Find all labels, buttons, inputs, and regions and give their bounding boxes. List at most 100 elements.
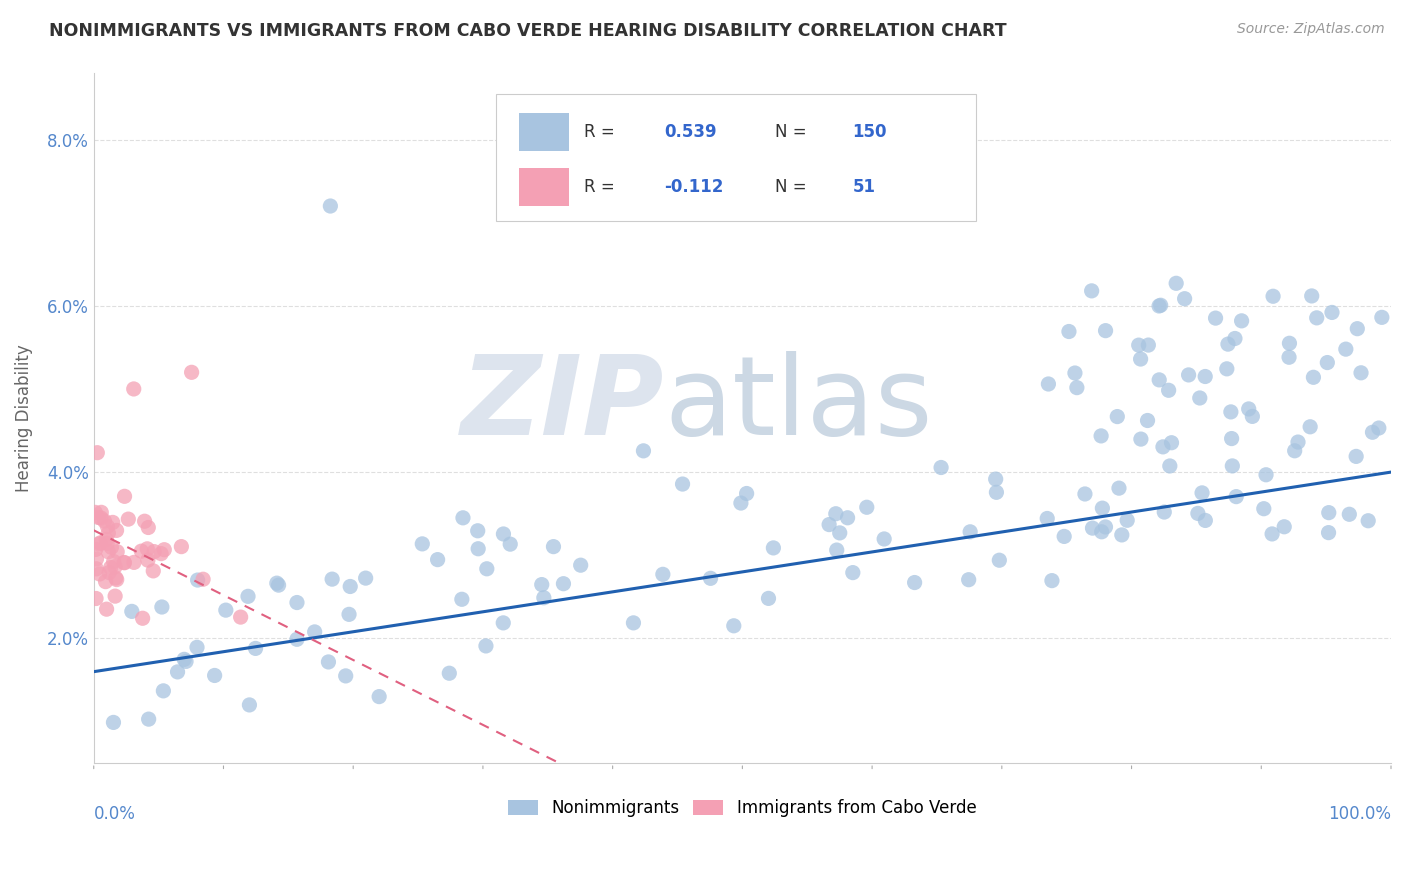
Point — [131, 611, 153, 625]
Point — [411, 537, 433, 551]
Point — [84, 542, 107, 557]
Point — [90, 511, 112, 525]
Point — [533, 591, 555, 605]
Point — [84, 591, 107, 606]
Point — [530, 577, 553, 591]
Point — [1053, 529, 1076, 543]
Point — [337, 607, 360, 622]
Point — [104, 559, 127, 574]
Point — [1286, 435, 1309, 450]
Point — [1107, 409, 1129, 424]
Point — [97, 545, 120, 559]
Point — [1153, 505, 1175, 519]
Text: N =: N = — [775, 122, 807, 141]
Text: 100.0%: 100.0% — [1329, 805, 1391, 822]
Point — [134, 514, 156, 528]
Point — [1306, 310, 1329, 325]
Point — [1038, 376, 1060, 391]
Point — [170, 540, 193, 554]
Point — [451, 511, 474, 525]
Text: -0.112: -0.112 — [665, 178, 724, 196]
Point — [1094, 324, 1116, 338]
Point — [86, 446, 108, 460]
Point — [105, 545, 128, 559]
Point — [1194, 513, 1216, 527]
Point — [142, 564, 165, 578]
Text: ZIP: ZIP — [461, 351, 665, 458]
Point — [1346, 321, 1368, 335]
Point — [1129, 351, 1152, 366]
Point — [97, 526, 120, 541]
Point — [173, 652, 195, 666]
Point — [492, 527, 515, 541]
Point — [368, 690, 391, 704]
Point — [1159, 458, 1181, 473]
Point — [492, 615, 515, 630]
Point — [762, 541, 785, 555]
Point — [84, 505, 107, 519]
Point — [671, 477, 693, 491]
Point — [1152, 440, 1174, 454]
Point — [1254, 467, 1277, 482]
Point — [103, 555, 125, 569]
Point — [1136, 413, 1159, 427]
Point — [1216, 361, 1239, 376]
Point — [117, 512, 139, 526]
Point — [1334, 342, 1357, 356]
Point — [187, 573, 209, 587]
Point — [1216, 337, 1239, 351]
Point — [1219, 405, 1241, 419]
Point — [1147, 299, 1170, 313]
Point — [623, 615, 645, 630]
Point — [122, 555, 145, 569]
Point — [105, 573, 128, 587]
Point — [1137, 338, 1160, 352]
Point — [1194, 369, 1216, 384]
Point — [319, 199, 342, 213]
Point — [89, 536, 111, 550]
Point — [986, 485, 1008, 500]
Point — [90, 505, 112, 519]
Point — [150, 600, 173, 615]
Text: R =: R = — [583, 122, 614, 141]
Point — [1237, 401, 1260, 416]
Point — [633, 443, 655, 458]
Point — [1205, 311, 1227, 326]
Point — [450, 592, 472, 607]
Point — [499, 537, 522, 551]
Point — [1223, 331, 1246, 345]
Point — [1091, 524, 1114, 539]
Point — [735, 486, 758, 500]
Text: NONIMMIGRANTS VS IMMIGRANTS FROM CABO VERDE HEARING DISABILITY CORRELATION CHART: NONIMMIGRANTS VS IMMIGRANTS FROM CABO VE… — [49, 22, 1007, 40]
Point — [1064, 366, 1087, 380]
FancyBboxPatch shape — [519, 113, 568, 151]
Point — [824, 507, 846, 521]
Text: 150: 150 — [852, 122, 887, 141]
Point — [1225, 490, 1247, 504]
Point — [238, 698, 260, 712]
Point — [266, 576, 288, 591]
Point — [651, 567, 673, 582]
Point — [1278, 336, 1301, 351]
Point — [1188, 391, 1211, 405]
Point — [1241, 409, 1264, 424]
Point — [1371, 310, 1393, 325]
Point — [138, 712, 160, 726]
Point — [96, 602, 118, 616]
Point — [1128, 338, 1150, 352]
Point — [96, 536, 118, 550]
Point — [842, 566, 865, 580]
Point — [122, 382, 145, 396]
Point — [1261, 527, 1284, 541]
Point — [318, 655, 340, 669]
Point — [1157, 384, 1180, 398]
Point — [191, 572, 214, 586]
Point — [1129, 432, 1152, 446]
Point — [1040, 574, 1063, 588]
Point — [984, 472, 1007, 486]
Point — [1094, 520, 1116, 534]
Point — [758, 591, 780, 606]
Point — [825, 543, 848, 558]
Point — [1317, 525, 1340, 540]
Point — [136, 553, 159, 567]
